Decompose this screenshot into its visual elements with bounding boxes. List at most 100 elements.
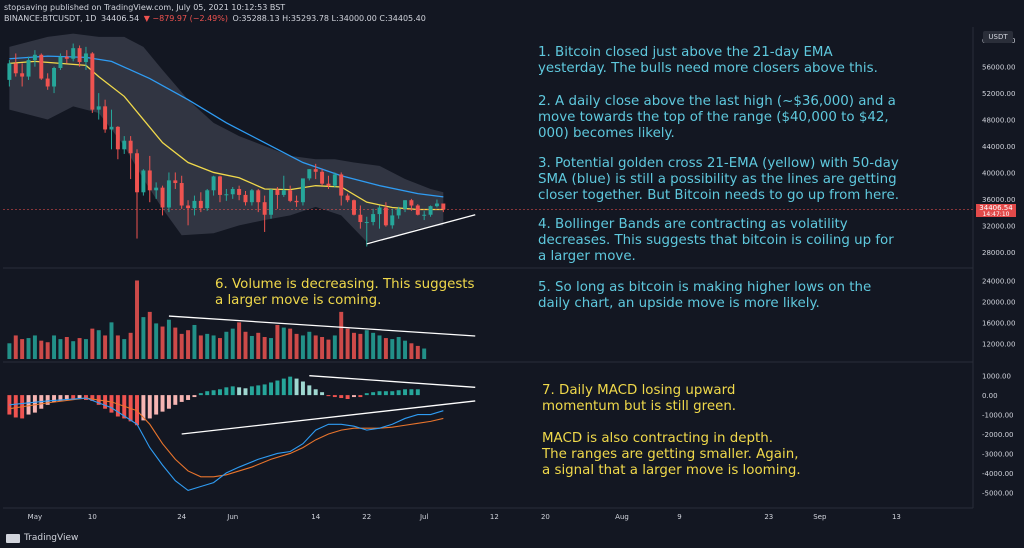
volume-bar bbox=[109, 322, 114, 359]
current-price-tag: 34406.54 14:47:10 bbox=[976, 204, 1016, 218]
candle-body bbox=[422, 214, 427, 216]
macd-tick-label: -2000.00 bbox=[982, 431, 1013, 439]
candle-body bbox=[269, 189, 274, 215]
current-price-value: 34406.54 bbox=[979, 204, 1013, 212]
macd-histogram-bar bbox=[326, 395, 331, 397]
volume-bar bbox=[64, 337, 69, 359]
volume-bar bbox=[256, 332, 261, 359]
candle-body bbox=[352, 200, 356, 215]
time-tick-label: Aug bbox=[615, 513, 629, 521]
volume-bar bbox=[135, 280, 139, 359]
macd-histogram-bar bbox=[275, 380, 280, 396]
volume-bar bbox=[45, 342, 50, 359]
macd-tick-label: -1000.00 bbox=[982, 412, 1013, 420]
candle-body bbox=[109, 126, 114, 130]
macd-histogram-bar bbox=[377, 391, 382, 396]
volume-bar bbox=[377, 335, 382, 359]
time-tick-label: 12 bbox=[490, 513, 499, 521]
macd-tick-label: 1000.00 bbox=[982, 373, 1011, 381]
annotation-2: 2. A daily close above the last high (~$… bbox=[538, 94, 896, 141]
macd-histogram-bar bbox=[262, 384, 267, 396]
macd-histogram-bar bbox=[103, 395, 108, 409]
volume-bar bbox=[52, 335, 57, 359]
volume-bar bbox=[307, 331, 312, 359]
candle-body bbox=[320, 171, 325, 184]
candle-body bbox=[409, 200, 414, 206]
candle-body bbox=[160, 187, 165, 208]
bar-countdown: 14:47:10 bbox=[982, 211, 1010, 218]
macd-histogram-bar bbox=[383, 391, 388, 396]
symbol-label[interactable]: BINANCE:BTCUSDT, 1D bbox=[4, 14, 97, 23]
candle-body bbox=[192, 200, 197, 209]
macd-histogram-bar bbox=[205, 391, 210, 396]
tradingview-logo[interactable]: TradingView bbox=[6, 533, 78, 543]
volume-bar bbox=[211, 335, 216, 359]
macd-histogram-bar bbox=[32, 395, 37, 413]
macd-histogram-bar bbox=[45, 395, 50, 405]
price-tick-label: 40000.00 bbox=[982, 169, 1015, 177]
volume-bar bbox=[345, 328, 350, 359]
volume-bar bbox=[262, 337, 267, 359]
macd-histogram-bar bbox=[166, 395, 171, 409]
candle-body bbox=[326, 183, 331, 186]
candle-body bbox=[288, 190, 293, 201]
candle-body bbox=[96, 106, 101, 110]
macd-histogram-bar bbox=[307, 385, 312, 396]
candle-body bbox=[198, 200, 203, 209]
macd-tick-label: -4000.00 bbox=[982, 470, 1013, 478]
macd-histogram-bar bbox=[320, 392, 325, 396]
volume-bar bbox=[230, 328, 235, 359]
candle-body bbox=[377, 207, 382, 215]
volume-bar bbox=[275, 324, 280, 359]
macd-histogram-bar bbox=[352, 395, 356, 398]
candle-body bbox=[300, 178, 305, 203]
price-trendline bbox=[366, 214, 476, 245]
macd-histogram-bar bbox=[390, 391, 395, 396]
macd-histogram-bar bbox=[403, 389, 408, 396]
macd-histogram-bar bbox=[198, 393, 203, 396]
volume-bar bbox=[403, 340, 408, 359]
volume-bar bbox=[39, 340, 44, 359]
macd-histogram-bar bbox=[230, 386, 235, 396]
volume-bar bbox=[58, 339, 63, 359]
candle-body bbox=[403, 200, 408, 209]
candle-body bbox=[345, 195, 350, 201]
volume-bar bbox=[122, 339, 127, 359]
volume-tick-label: 16000.00 bbox=[982, 319, 1015, 327]
candle-body bbox=[122, 140, 127, 150]
candle-body bbox=[166, 180, 171, 208]
candle-body bbox=[256, 190, 261, 203]
macd-histogram-bar bbox=[90, 395, 95, 401]
last-price: 34406.54 bbox=[100, 14, 140, 23]
time-tick-label: Sep bbox=[813, 513, 827, 521]
volume-tick-label: 12000.00 bbox=[982, 340, 1015, 348]
volume-bar bbox=[281, 327, 286, 359]
candle-body bbox=[26, 60, 31, 77]
volume-bar bbox=[294, 333, 299, 359]
volume-bar bbox=[147, 311, 152, 359]
macd-tick-label: 0.00 bbox=[982, 392, 998, 400]
time-tick-label: Jul bbox=[419, 513, 429, 521]
volume-bar bbox=[141, 317, 146, 359]
annotation-4: 4. Bollinger Bands are contracting as vo… bbox=[538, 217, 894, 264]
bollinger-band-fill bbox=[9, 33, 444, 242]
macd-histogram-bar bbox=[396, 390, 401, 396]
macd-histogram-bar bbox=[288, 376, 293, 396]
volume-bar bbox=[103, 335, 108, 359]
macd-histogram-bar bbox=[237, 387, 242, 396]
time-tick-label: Jun bbox=[226, 513, 238, 521]
volume-bar bbox=[77, 338, 82, 359]
volume-bar bbox=[358, 333, 363, 359]
volume-bar bbox=[154, 323, 159, 359]
macd-histogram-bar bbox=[147, 395, 152, 419]
macd-tick-label: -3000.00 bbox=[982, 450, 1013, 458]
macd-histogram-bar bbox=[358, 395, 363, 398]
candle-body bbox=[364, 222, 369, 224]
price-change: ▼ −879.97 (−2.49%) bbox=[143, 14, 228, 23]
volume-bar bbox=[128, 332, 133, 359]
macd-histogram-bar bbox=[58, 395, 63, 401]
volume-bar bbox=[269, 338, 274, 359]
macd-histogram-bar bbox=[141, 395, 146, 421]
candle-body bbox=[128, 140, 133, 154]
